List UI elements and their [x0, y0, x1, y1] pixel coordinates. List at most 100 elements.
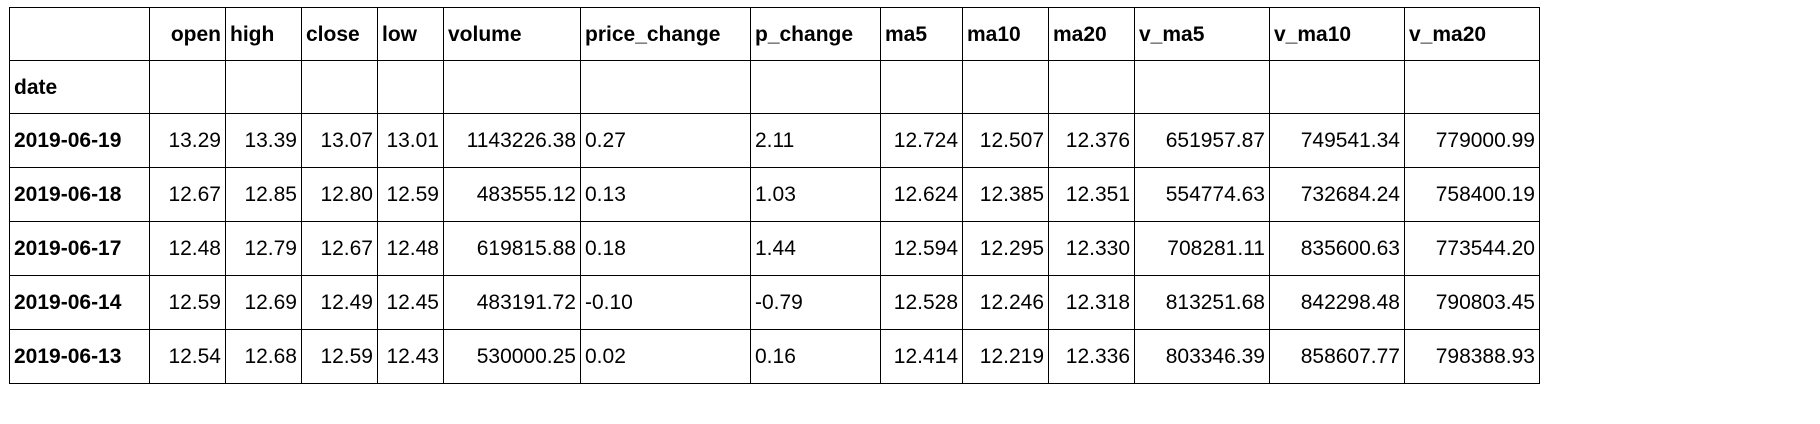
- cell-v-ma10: 842298.48: [1269, 275, 1405, 330]
- cell-v-ma10: 732684.24: [1269, 167, 1405, 222]
- empty-header-cell: [750, 60, 881, 114]
- cell-high: 13.39: [225, 113, 302, 168]
- cell-ma5: 12.724: [880, 113, 963, 168]
- row-date: 2019-06-17: [9, 221, 150, 276]
- empty-header-cell: [225, 60, 302, 114]
- column-header-price-change: price_change: [580, 7, 751, 61]
- cell-v-ma10: 749541.34: [1269, 113, 1405, 168]
- cell-p-change: 0.16: [750, 329, 881, 384]
- cell-v-ma10: 858607.77: [1269, 329, 1405, 384]
- column-header-v-ma10: v_ma10: [1269, 7, 1405, 61]
- cell-close: 13.07: [301, 113, 378, 168]
- cell-ma20: 12.376: [1048, 113, 1135, 168]
- table-row: 2019-06-14 12.59 12.69 12.49 12.45 48319…: [9, 275, 1540, 330]
- cell-v-ma5: 708281.11: [1134, 221, 1270, 276]
- index-name-header: date: [9, 60, 150, 114]
- empty-header-cell: [962, 60, 1049, 114]
- empty-header-cell: [580, 60, 751, 114]
- header-row: open high close low volume price_change …: [9, 7, 1540, 61]
- cell-price-change: 0.18: [580, 221, 751, 276]
- table-row: 2019-06-19 13.29 13.39 13.07 13.01 11432…: [9, 113, 1540, 168]
- cell-ma10: 12.246: [962, 275, 1049, 330]
- cell-volume: 483555.12: [443, 167, 581, 222]
- column-header-ma10: ma10: [962, 7, 1049, 61]
- empty-header-cell: [443, 60, 581, 114]
- cell-open: 12.54: [149, 329, 226, 384]
- cell-ma5: 12.594: [880, 221, 963, 276]
- row-date: 2019-06-13: [9, 329, 150, 384]
- cell-p-change: 2.11: [750, 113, 881, 168]
- cell-v-ma20: 798388.93: [1404, 329, 1540, 384]
- cell-low: 12.59: [377, 167, 444, 222]
- cell-close: 12.49: [301, 275, 378, 330]
- table-row: 2019-06-18 12.67 12.85 12.80 12.59 48355…: [9, 167, 1540, 222]
- cell-ma10: 12.295: [962, 221, 1049, 276]
- cell-p-change: 1.03: [750, 167, 881, 222]
- column-header-open: open: [149, 7, 226, 61]
- column-header-low: low: [377, 7, 444, 61]
- cell-price-change: -0.10: [580, 275, 751, 330]
- cell-ma20: 12.336: [1048, 329, 1135, 384]
- corner-cell: [9, 7, 150, 61]
- column-header-ma20: ma20: [1048, 7, 1135, 61]
- cell-ma5: 12.414: [880, 329, 963, 384]
- dataframe-table: open high close low volume price_change …: [9, 7, 1540, 384]
- cell-ma20: 12.351: [1048, 167, 1135, 222]
- cell-low: 13.01: [377, 113, 444, 168]
- empty-header-cell: [880, 60, 963, 114]
- cell-open: 12.48: [149, 221, 226, 276]
- cell-p-change: -0.79: [750, 275, 881, 330]
- cell-ma10: 12.219: [962, 329, 1049, 384]
- cell-volume: 483191.72: [443, 275, 581, 330]
- cell-ma20: 12.318: [1048, 275, 1135, 330]
- row-date: 2019-06-19: [9, 113, 150, 168]
- cell-ma20: 12.330: [1048, 221, 1135, 276]
- index-name-row: date: [9, 60, 1540, 114]
- table-row: 2019-06-17 12.48 12.79 12.67 12.48 61981…: [9, 221, 1540, 276]
- column-header-p-change: p_change: [750, 7, 881, 61]
- row-date: 2019-06-14: [9, 275, 150, 330]
- cell-price-change: 0.13: [580, 167, 751, 222]
- cell-open: 12.67: [149, 167, 226, 222]
- cell-open: 12.59: [149, 275, 226, 330]
- cell-price-change: 0.27: [580, 113, 751, 168]
- cell-price-change: 0.02: [580, 329, 751, 384]
- cell-v-ma20: 779000.99: [1404, 113, 1540, 168]
- cell-ma10: 12.507: [962, 113, 1049, 168]
- empty-header-cell: [301, 60, 378, 114]
- cell-v-ma5: 803346.39: [1134, 329, 1270, 384]
- cell-open: 13.29: [149, 113, 226, 168]
- table-row: 2019-06-13 12.54 12.68 12.59 12.43 53000…: [9, 329, 1540, 384]
- cell-volume: 1143226.38: [443, 113, 581, 168]
- cell-ma5: 12.528: [880, 275, 963, 330]
- cell-v-ma20: 773544.20: [1404, 221, 1540, 276]
- cell-high: 12.85: [225, 167, 302, 222]
- column-header-ma5: ma5: [880, 7, 963, 61]
- cell-low: 12.48: [377, 221, 444, 276]
- cell-low: 12.45: [377, 275, 444, 330]
- empty-header-cell: [149, 60, 226, 114]
- column-header-v-ma5: v_ma5: [1134, 7, 1270, 61]
- cell-p-change: 1.44: [750, 221, 881, 276]
- cell-v-ma5: 651957.87: [1134, 113, 1270, 168]
- column-header-v-ma20: v_ma20: [1404, 7, 1540, 61]
- cell-high: 12.79: [225, 221, 302, 276]
- cell-low: 12.43: [377, 329, 444, 384]
- cell-v-ma10: 835600.63: [1269, 221, 1405, 276]
- cell-ma5: 12.624: [880, 167, 963, 222]
- empty-header-cell: [1269, 60, 1405, 114]
- cell-volume: 530000.25: [443, 329, 581, 384]
- cell-high: 12.69: [225, 275, 302, 330]
- cell-close: 12.80: [301, 167, 378, 222]
- cell-v-ma5: 813251.68: [1134, 275, 1270, 330]
- cell-close: 12.59: [301, 329, 378, 384]
- column-header-volume: volume: [443, 7, 581, 61]
- empty-header-cell: [1404, 60, 1540, 114]
- empty-header-cell: [377, 60, 444, 114]
- cell-v-ma20: 758400.19: [1404, 167, 1540, 222]
- column-header-high: high: [225, 7, 302, 61]
- cell-ma10: 12.385: [962, 167, 1049, 222]
- empty-header-cell: [1134, 60, 1270, 114]
- cell-high: 12.68: [225, 329, 302, 384]
- cell-v-ma5: 554774.63: [1134, 167, 1270, 222]
